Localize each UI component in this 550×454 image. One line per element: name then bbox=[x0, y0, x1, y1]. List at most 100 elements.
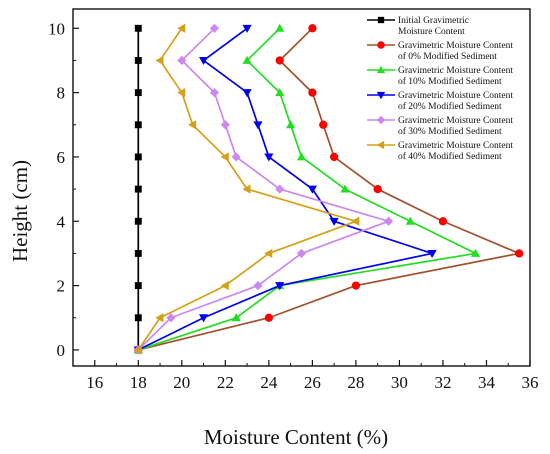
series-5 bbox=[133, 23, 360, 355]
data-point bbox=[166, 313, 176, 323]
data-point bbox=[253, 121, 263, 130]
data-point bbox=[275, 88, 285, 97]
chart-series bbox=[133, 23, 524, 355]
series-3 bbox=[133, 24, 437, 355]
legend-marker bbox=[377, 41, 385, 49]
data-point bbox=[134, 185, 142, 193]
x-tick-label: 20 bbox=[173, 373, 190, 392]
data-point bbox=[383, 216, 394, 226]
legend-label: of 10% Modified Sediment bbox=[398, 76, 502, 87]
legend-label: Gravimetric Moisture Content bbox=[398, 141, 513, 151]
data-point bbox=[242, 55, 252, 64]
y-tick-label: 6 bbox=[57, 148, 66, 167]
x-tick-label: 24 bbox=[260, 373, 278, 392]
data-point bbox=[329, 217, 339, 226]
data-point bbox=[373, 184, 382, 194]
data-point bbox=[427, 249, 437, 259]
legend-label: Gravimetric Moisture Content bbox=[398, 116, 513, 126]
data-point bbox=[514, 249, 524, 258]
data-point bbox=[134, 121, 142, 129]
legend-label: of 40% Modified Sediment bbox=[398, 151, 502, 162]
data-point bbox=[231, 152, 241, 162]
data-point bbox=[275, 184, 285, 194]
data-point bbox=[351, 216, 360, 226]
legend-marker bbox=[376, 65, 386, 74]
x-tick-label: 22 bbox=[217, 373, 234, 392]
x-tick-label: 28 bbox=[347, 373, 364, 392]
legend-marker bbox=[376, 115, 386, 125]
legend-marker bbox=[376, 140, 385, 150]
x-tick-label: 16 bbox=[86, 373, 103, 392]
data-point bbox=[220, 152, 229, 162]
legend-label: Gravimetric Moisture Content bbox=[398, 41, 513, 51]
data-point bbox=[209, 88, 220, 98]
data-point bbox=[438, 217, 448, 226]
data-point bbox=[134, 153, 142, 161]
y-tick-label: 2 bbox=[57, 277, 66, 296]
data-point bbox=[242, 89, 252, 98]
data-point bbox=[242, 24, 252, 33]
data-point bbox=[264, 313, 273, 322]
data-point bbox=[220, 280, 229, 291]
data-point bbox=[134, 57, 142, 64]
legend-label: Moisture Content bbox=[398, 27, 465, 37]
legend-label: Gravimetric Moisture Content bbox=[398, 66, 513, 76]
plot-frame bbox=[72, 8, 531, 367]
data-point bbox=[405, 216, 415, 225]
y-tick-label: 8 bbox=[57, 84, 66, 103]
series-0 bbox=[134, 24, 142, 354]
data-point bbox=[134, 249, 142, 257]
y-axis-title: Height (cm) bbox=[8, 160, 32, 262]
data-point bbox=[319, 120, 328, 129]
data-point bbox=[134, 314, 142, 322]
legend-label: of 30% Modified Sediment bbox=[398, 126, 502, 137]
data-point bbox=[155, 313, 164, 323]
data-point bbox=[308, 88, 317, 97]
x-tick-label: 32 bbox=[434, 373, 451, 392]
series-4 bbox=[133, 23, 394, 355]
series-1 bbox=[134, 24, 524, 355]
data-point bbox=[134, 282, 142, 290]
data-point bbox=[198, 314, 209, 323]
x-axis-title: Moisture Content (%) bbox=[204, 425, 388, 449]
y-tick-label: 4 bbox=[57, 212, 66, 231]
data-point bbox=[296, 248, 307, 259]
data-point bbox=[209, 23, 220, 33]
data-point bbox=[351, 281, 361, 290]
data-point bbox=[275, 56, 284, 65]
data-point bbox=[177, 23, 186, 33]
data-point bbox=[296, 152, 307, 161]
legend-marker bbox=[377, 16, 385, 24]
data-point bbox=[286, 120, 296, 129]
legend-marker bbox=[376, 91, 386, 100]
data-point bbox=[198, 57, 209, 66]
data-point bbox=[188, 120, 197, 130]
y-tick-label: 0 bbox=[57, 341, 66, 360]
data-point bbox=[330, 152, 339, 162]
data-point bbox=[275, 23, 285, 32]
data-point bbox=[177, 88, 186, 98]
data-point bbox=[134, 24, 142, 32]
legend-label: Initial Gravimetric bbox=[398, 16, 469, 26]
data-point bbox=[264, 248, 273, 259]
data-point bbox=[253, 280, 263, 291]
data-point bbox=[307, 185, 317, 194]
data-point bbox=[470, 248, 481, 257]
data-point bbox=[264, 153, 274, 162]
data-point bbox=[340, 184, 350, 193]
data-point bbox=[134, 217, 142, 225]
data-point bbox=[242, 184, 251, 194]
x-tick-label: 26 bbox=[304, 373, 321, 392]
data-point bbox=[133, 345, 142, 355]
data-point bbox=[275, 282, 285, 291]
legend-label: of 20% Modified Sediment bbox=[398, 101, 502, 112]
data-point bbox=[231, 313, 241, 322]
x-tick-label: 18 bbox=[130, 373, 147, 392]
plot-area-border bbox=[72, 8, 531, 367]
x-tick-label: 34 bbox=[478, 373, 496, 392]
y-tick-label: 10 bbox=[48, 19, 65, 38]
data-point bbox=[177, 55, 187, 66]
